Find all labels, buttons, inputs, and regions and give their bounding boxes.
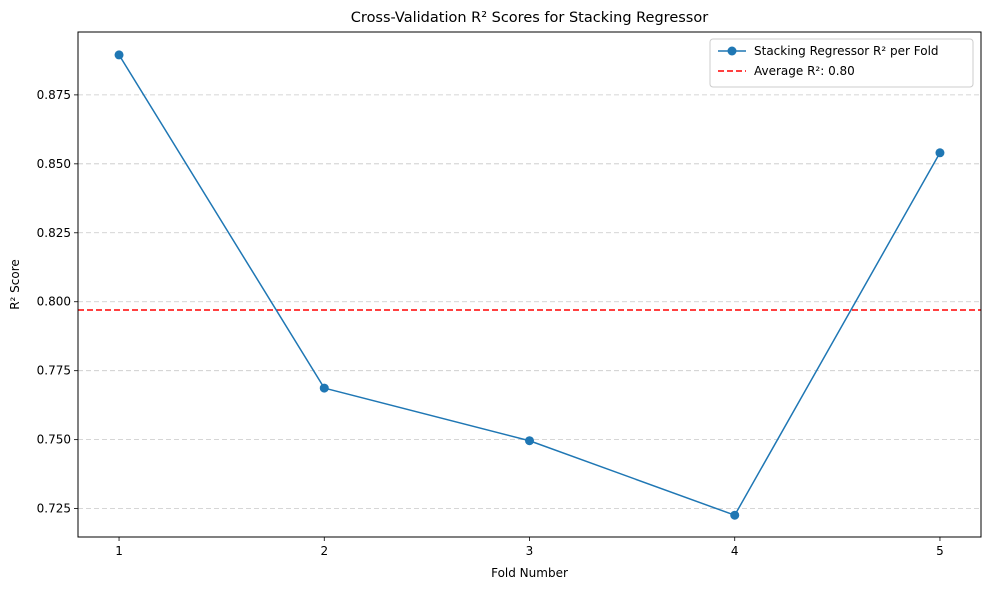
y-axis-label: R² Score bbox=[8, 259, 22, 310]
data-point-fold-1 bbox=[114, 50, 124, 60]
chart-title: Cross-Validation R² Scores for Stacking … bbox=[351, 10, 708, 26]
y-tick-label: 0.850 bbox=[37, 157, 71, 171]
legend-label-average-line: Average R²: 0.80 bbox=[754, 64, 855, 78]
x-tick-label: 4 bbox=[731, 544, 739, 558]
y-axis-ticks: 0.725 0.750 0.775 0.800 0.825 0.850 0.875 bbox=[37, 88, 78, 516]
x-axis-ticks: 1 2 3 4 5 bbox=[115, 537, 944, 558]
data-point-fold-5 bbox=[935, 148, 945, 158]
y-tick-label: 0.875 bbox=[37, 88, 71, 102]
x-tick-label: 3 bbox=[526, 544, 534, 558]
y-tick-label: 0.825 bbox=[37, 226, 71, 240]
y-tick-label: 0.725 bbox=[37, 502, 71, 516]
data-point-fold-3 bbox=[525, 436, 534, 446]
y-tick-label: 0.775 bbox=[37, 364, 71, 378]
x-tick-label: 1 bbox=[115, 544, 123, 558]
legend-box bbox=[709, 38, 974, 88]
chart-legend: Stacking Regressor R² per Fold Average R… bbox=[709, 38, 974, 88]
legend-marker-series bbox=[727, 46, 737, 56]
data-point-fold-4 bbox=[730, 510, 740, 520]
series-layer bbox=[114, 50, 945, 520]
legend-label-series: Stacking Regressor R² per Fold bbox=[754, 44, 939, 58]
x-axis-label: Fold Number bbox=[491, 566, 568, 580]
y-tick-label: 0.750 bbox=[37, 433, 71, 447]
data-point-fold-2 bbox=[319, 383, 329, 393]
x-tick-label: 2 bbox=[320, 544, 328, 558]
y-tick-label: 0.800 bbox=[37, 295, 71, 309]
x-tick-label: 5 bbox=[936, 544, 944, 558]
